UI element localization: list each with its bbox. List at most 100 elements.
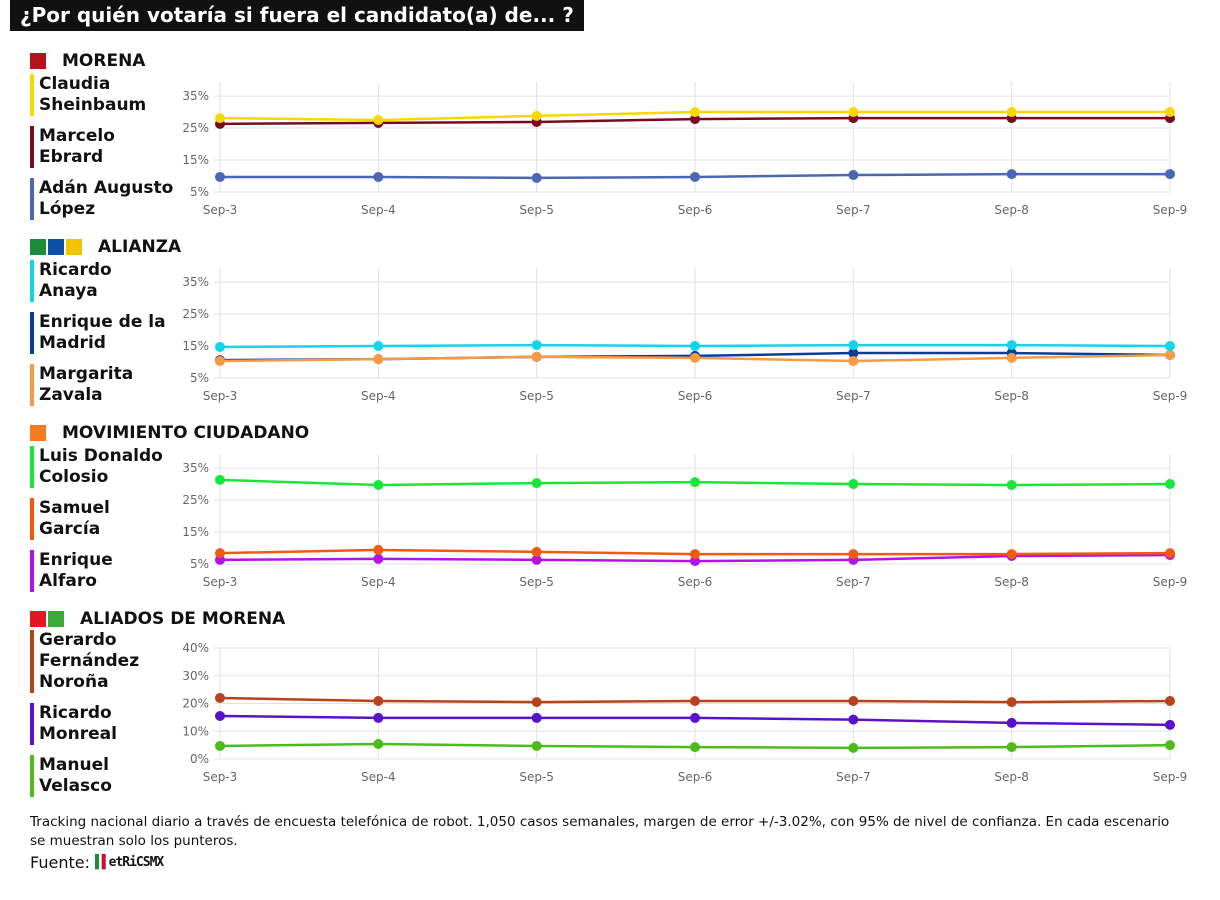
legend-color-bar <box>30 126 34 168</box>
candidate-legend: Claudia Sheinbaum Marcelo Ebrard Adán August… <box>30 74 184 230</box>
data-point <box>215 548 225 559</box>
x-tick-label: Sep-4 <box>361 770 396 784</box>
party-header: ALIADOS DE MORENA <box>30 609 285 629</box>
x-tick-label: Sep-6 <box>678 389 713 403</box>
party-logo <box>30 611 64 627</box>
candidate-name: Ricardo <box>39 260 112 280</box>
legend-color-bar <box>30 550 34 592</box>
data-point <box>848 479 859 490</box>
y-tick-label: 25% <box>182 307 209 321</box>
line-chart: Sep-3 Sep-4 Sep-5 Sep-6 Sep-7 Sep-8 Sep-9 5% 15%… <box>182 454 1188 589</box>
x-tick-label: Sep-9 <box>1153 770 1188 784</box>
x-tick-label: Sep-6 <box>678 770 713 784</box>
data-point <box>1006 717 1017 728</box>
y-tick-label: 20% <box>182 697 209 711</box>
data-point <box>1006 549 1017 560</box>
legend-item: Margarita Zavala <box>30 364 184 406</box>
x-tick-label: Sep-3 <box>203 203 238 217</box>
legend-item: Ricardo Monreal <box>30 703 184 745</box>
legend-item: Claudia Sheinbaum <box>30 74 184 116</box>
candidate-name: Margarita <box>39 364 134 384</box>
data-point <box>848 107 859 118</box>
y-tick-label: 15% <box>182 339 209 353</box>
x-tick-label: Sep-8 <box>994 575 1029 589</box>
candidate-name: Velasco <box>39 776 112 796</box>
data-point <box>215 356 225 367</box>
y-tick-label: 40% <box>182 641 209 655</box>
data-point <box>848 714 859 725</box>
y-tick-label: 0% <box>190 752 209 766</box>
data-point <box>1165 740 1175 751</box>
x-tick-label: Sep-5 <box>519 575 554 589</box>
party-name: ALIADOS DE MORENA <box>80 609 286 629</box>
methodology-note: Tracking nacional diario a través de enc… <box>30 814 1170 849</box>
data-point <box>848 170 859 181</box>
data-point <box>690 712 700 723</box>
data-point <box>373 553 384 564</box>
x-tick-label: Sep-5 <box>519 389 554 403</box>
data-point <box>373 544 384 555</box>
data-point <box>531 697 542 708</box>
legend-item: Enrique Alfaro <box>30 550 184 592</box>
data-point <box>1006 107 1017 118</box>
data-point <box>690 549 700 560</box>
legend-color-bar <box>30 446 34 488</box>
data-point <box>1006 169 1017 180</box>
candidate-legend: Gerardo Fernández Noroña Ricardo Monreal Manu… <box>30 630 184 807</box>
data-point <box>1165 341 1175 352</box>
party-logo-badge <box>48 611 64 627</box>
party-logo-badge <box>30 425 46 441</box>
x-tick-label: Sep-8 <box>994 389 1029 403</box>
candidate-name: Claudia <box>39 74 111 94</box>
data-point <box>1006 480 1017 491</box>
data-point <box>531 110 542 121</box>
data-point <box>373 739 384 750</box>
x-tick-label: Sep-9 <box>1153 389 1188 403</box>
line-chart: Sep-3 Sep-4 Sep-5 Sep-6 Sep-7 Sep-8 Sep-9 5% 15%… <box>182 82 1188 217</box>
data-point <box>531 478 542 489</box>
x-tick-label: Sep-6 <box>678 575 713 589</box>
candidate-name: Samuel <box>39 498 110 518</box>
party-logo-badge <box>30 611 46 627</box>
x-tick-label: Sep-8 <box>994 203 1029 217</box>
data-point <box>215 710 225 721</box>
data-point <box>848 742 859 753</box>
data-point <box>215 113 225 124</box>
party-section: ALIADOS DE MORENA Gerardo Fernández Noroña R… <box>0 604 1220 797</box>
data-point <box>1165 169 1175 180</box>
x-tick-label: Sep-4 <box>361 203 396 217</box>
y-tick-label: 25% <box>182 121 209 135</box>
legend-item: Samuel García <box>30 498 184 540</box>
legend-color-bar <box>30 498 34 540</box>
party-name: MOVIMIENTO CIUDADANO <box>62 423 310 443</box>
data-point <box>1006 340 1017 351</box>
data-point <box>1006 352 1017 363</box>
x-tick-label: Sep-7 <box>836 203 871 217</box>
data-point <box>848 549 859 560</box>
x-tick-label: Sep-3 <box>203 770 238 784</box>
legend-color-bar <box>30 260 34 302</box>
candidate-name: Enrique de la <box>39 312 166 332</box>
candidate-name: Monreal <box>39 724 117 744</box>
party-name: ALIANZA <box>98 237 182 257</box>
data-point <box>848 356 859 367</box>
candidate-name: Noroña <box>39 672 109 692</box>
metricsmx-logo: ▌▌etRiCSMX <box>94 855 164 870</box>
y-tick-label: 5% <box>190 371 209 385</box>
data-point <box>215 171 225 182</box>
data-point <box>215 692 225 703</box>
data-point <box>690 107 700 118</box>
candidate-name: Marcelo <box>39 126 115 146</box>
x-tick-label: Sep-9 <box>1153 575 1188 589</box>
legend-item: Marcelo Ebrard <box>30 126 184 168</box>
data-point <box>373 341 384 352</box>
party-header: MORENA <box>30 51 145 71</box>
x-tick-label: Sep-4 <box>361 389 396 403</box>
x-tick-label: Sep-4 <box>361 575 396 589</box>
x-tick-label: Sep-8 <box>994 770 1029 784</box>
x-tick-label: Sep-9 <box>1153 203 1188 217</box>
data-point <box>373 480 384 491</box>
data-point <box>531 340 542 351</box>
data-point <box>848 340 859 351</box>
party-logo-badge <box>30 53 46 69</box>
